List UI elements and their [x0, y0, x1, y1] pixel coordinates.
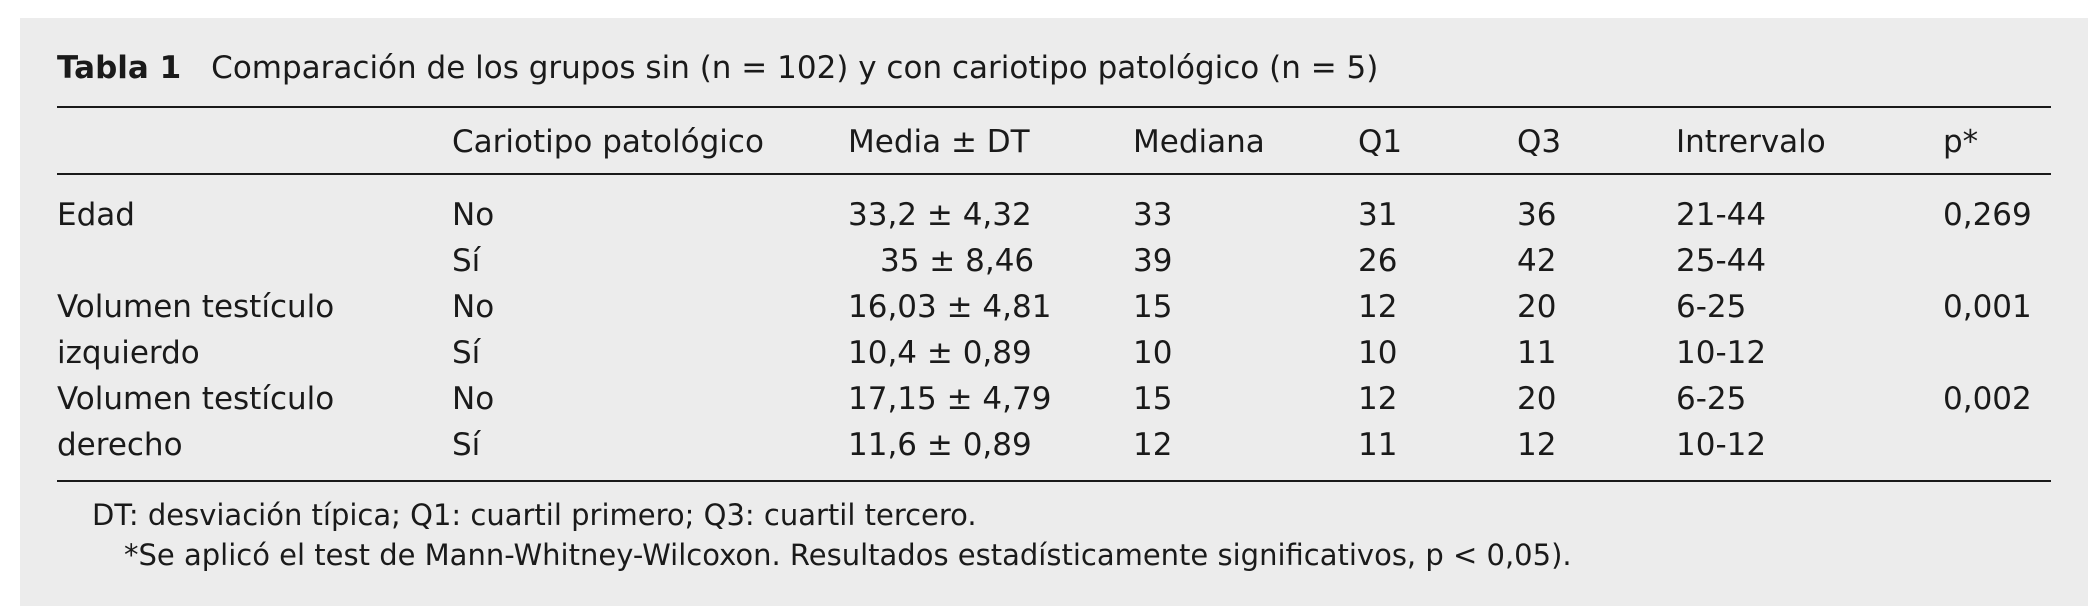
- cell-cariotipo: Sí: [452, 335, 481, 371]
- top-rule: [57, 106, 2051, 108]
- cell-cariotipo: No: [452, 289, 495, 325]
- header-p: p*: [1943, 124, 1979, 160]
- cell-intervalo: 6-25: [1676, 381, 1747, 417]
- table-panel: Tabla 1 Comparación de los grupos sin (n …: [20, 18, 2088, 606]
- cell-mediana: 15: [1133, 381, 1173, 417]
- cell-intervalo: 10-12: [1676, 335, 1767, 371]
- cell-mediana: 10: [1133, 335, 1173, 371]
- cell-q1: 12: [1358, 289, 1398, 325]
- bottom-rule: [57, 480, 2051, 482]
- cell-mediana: 15: [1133, 289, 1173, 325]
- cell-media: 35 ± 8,46: [880, 243, 1035, 279]
- cell-variable: Volumen testículo: [57, 381, 335, 417]
- cell-p: 0,002: [1943, 381, 2032, 417]
- cell-mediana: 33: [1133, 197, 1173, 233]
- cell-p: 0,269: [1943, 197, 2032, 233]
- cell-media: 33,2 ± 4,32: [848, 197, 1032, 233]
- header-rule: [57, 173, 2051, 175]
- cell-media: 11,6 ± 0,89: [848, 427, 1032, 463]
- cell-variable: Edad: [57, 197, 135, 233]
- cell-cariotipo: No: [452, 197, 495, 233]
- cell-cariotipo: Sí: [452, 427, 481, 463]
- footnote-abbreviations: DT: desviación típica; Q1: cuartil prime…: [92, 498, 977, 532]
- table-caption: Tabla 1 Comparación de los grupos sin (n …: [57, 50, 1378, 86]
- header-mediana: Mediana: [1133, 124, 1265, 160]
- cell-variable: izquierdo: [57, 335, 200, 371]
- cell-q1: 12: [1358, 381, 1398, 417]
- cell-variable: Volumen testículo: [57, 289, 335, 325]
- footnote-test: *Se aplicó el test de Mann-Whitney-Wilco…: [124, 538, 1572, 572]
- cell-q1: 26: [1358, 243, 1398, 279]
- cell-cariotipo: No: [452, 381, 495, 417]
- cell-intervalo: 21-44: [1676, 197, 1767, 233]
- cell-q1: 31: [1358, 197, 1398, 233]
- cell-q1: 11: [1358, 427, 1398, 463]
- cell-q3: 20: [1517, 381, 1557, 417]
- cell-q3: 42: [1517, 243, 1557, 279]
- cell-intervalo: 25-44: [1676, 243, 1767, 279]
- cell-q3: 12: [1517, 427, 1557, 463]
- header-media: Media ± DT: [848, 124, 1030, 160]
- header-cariotipo: Cariotipo patológico: [452, 124, 764, 160]
- cell-intervalo: 10-12: [1676, 427, 1767, 463]
- header-q3: Q3: [1517, 124, 1562, 160]
- cell-media: 16,03 ± 4,81: [848, 289, 1052, 325]
- cell-media: 10,4 ± 0,89: [848, 335, 1032, 371]
- cell-cariotipo: Sí: [452, 243, 481, 279]
- header-intervalo: Intrervalo: [1676, 124, 1826, 160]
- table-title: Comparación de los grupos sin (n = 102) …: [211, 50, 1379, 86]
- header-q1: Q1: [1358, 124, 1403, 160]
- cell-q3: 11: [1517, 335, 1557, 371]
- cell-media: 17,15 ± 4,79: [848, 381, 1052, 417]
- cell-intervalo: 6-25: [1676, 289, 1747, 325]
- cell-p: 0,001: [1943, 289, 2032, 325]
- cell-mediana: 39: [1133, 243, 1173, 279]
- cell-q3: 36: [1517, 197, 1557, 233]
- cell-variable: derecho: [57, 427, 183, 463]
- cell-q3: 20: [1517, 289, 1557, 325]
- cell-q1: 10: [1358, 335, 1398, 371]
- cell-mediana: 12: [1133, 427, 1173, 463]
- table-label: Tabla 1: [57, 50, 182, 86]
